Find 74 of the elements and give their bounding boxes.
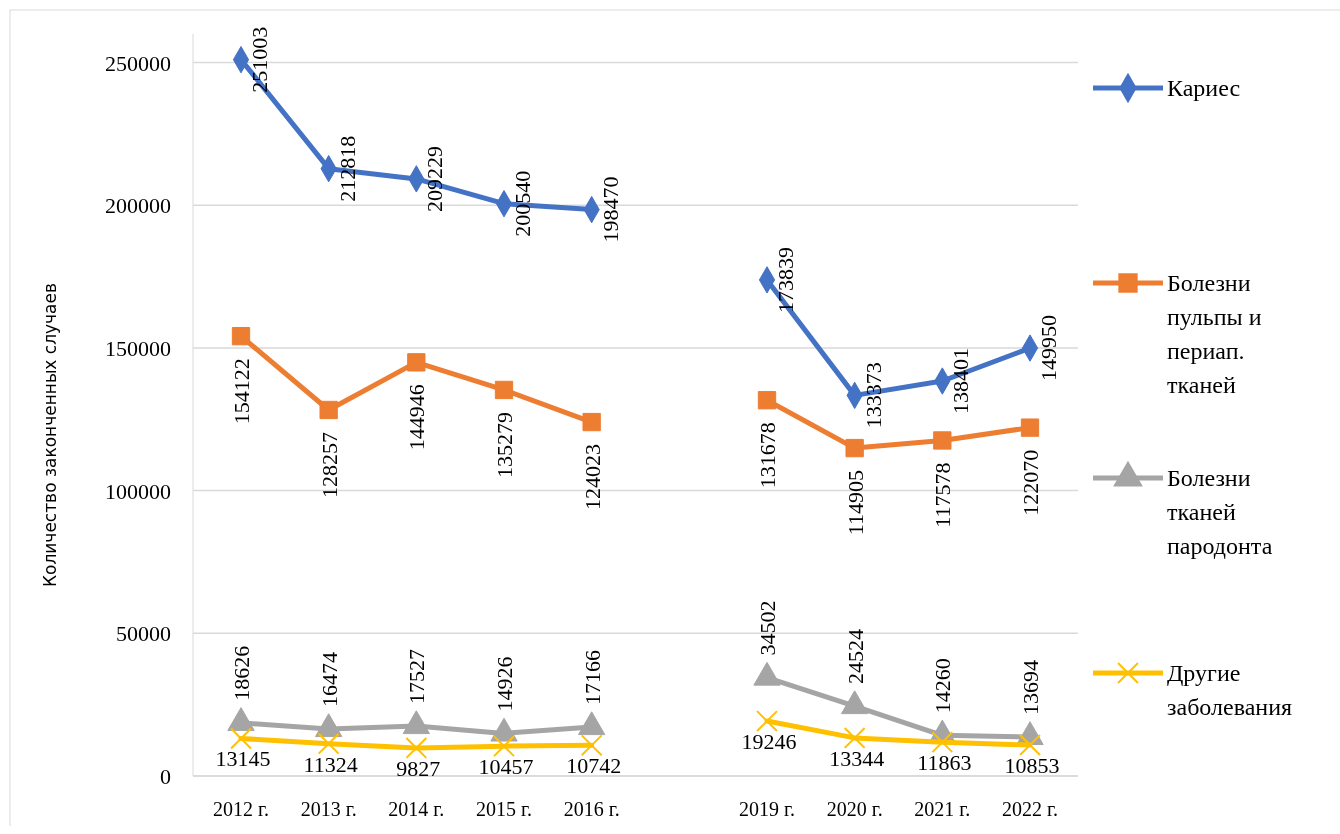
point bbox=[405, 737, 428, 759]
data-label: 11863 bbox=[917, 750, 972, 776]
data-label: 14260 bbox=[930, 658, 956, 714]
data-label: 200540 bbox=[510, 170, 535, 237]
point bbox=[933, 431, 952, 450]
x-tick-label: 2013 г. bbox=[300, 798, 357, 820]
data-label: 18626 bbox=[229, 645, 254, 701]
data-label: 24524 bbox=[842, 629, 868, 685]
data-label: 209229 bbox=[422, 145, 448, 212]
point bbox=[1020, 418, 1040, 437]
legend-label: Другие заболевания bbox=[1167, 660, 1293, 720]
point bbox=[1019, 734, 1041, 756]
x-tick-label: 2020 г. bbox=[826, 798, 883, 820]
data-label: 133373 bbox=[860, 362, 886, 429]
x-tick-label: 2014 г. bbox=[388, 798, 445, 820]
y-tick-label: 250000 bbox=[105, 50, 171, 76]
data-label: 124023 bbox=[579, 444, 605, 511]
y-axis-title: Количество законченных случаев bbox=[40, 282, 60, 588]
data-label: 131678 bbox=[755, 422, 780, 489]
x-tick-label: 2021 г. bbox=[914, 798, 971, 820]
data-label: 117578 bbox=[930, 462, 956, 528]
data-label: 173839 bbox=[773, 246, 798, 313]
data-label: 11324 bbox=[303, 751, 358, 777]
y-tick-label: 200000 bbox=[105, 193, 171, 219]
point bbox=[493, 735, 515, 758]
point bbox=[230, 727, 252, 750]
point bbox=[843, 726, 866, 749]
point bbox=[845, 438, 864, 458]
data-label: 10457 bbox=[478, 754, 534, 780]
data-label: 149950 bbox=[1036, 315, 1061, 382]
point bbox=[757, 391, 777, 410]
point bbox=[931, 731, 954, 754]
point bbox=[580, 734, 603, 757]
data-label: 10853 bbox=[1004, 753, 1060, 779]
data-label: 17527 bbox=[404, 648, 430, 704]
y-tick-label: 100000 bbox=[105, 478, 171, 504]
point bbox=[582, 412, 601, 432]
data-label: 16474 bbox=[316, 651, 342, 707]
data-label: 212818 bbox=[334, 135, 360, 202]
x-tick-label: 2015 г. bbox=[476, 798, 532, 820]
data-label: 251003 bbox=[247, 26, 272, 93]
x-tick-label: 2012 г. bbox=[213, 798, 269, 820]
y-tick-label: 150000 bbox=[105, 335, 171, 361]
data-label: 13694 bbox=[1018, 659, 1043, 715]
data-label: 114905 bbox=[842, 470, 868, 536]
data-label: 9827 bbox=[396, 755, 441, 781]
data-label: 13145 bbox=[215, 746, 271, 772]
data-label: 34502 bbox=[755, 600, 780, 656]
point bbox=[317, 732, 340, 755]
legend-label: Болезни пульпы и периап. тканей bbox=[1167, 270, 1262, 398]
point bbox=[407, 353, 426, 372]
y-tick-label: 50000 bbox=[116, 621, 171, 647]
data-label: 19246 bbox=[741, 729, 797, 755]
x-tick-label: 2022 г. bbox=[1002, 798, 1058, 820]
data-label: 122070 bbox=[1018, 449, 1043, 516]
data-label: 144946 bbox=[404, 384, 430, 451]
data-label: 198470 bbox=[597, 176, 623, 243]
data-label: 135279 bbox=[492, 411, 517, 478]
data-label: 128257 bbox=[316, 431, 342, 498]
data-label: 154122 bbox=[229, 358, 254, 425]
y-tick-label: 0 bbox=[160, 764, 171, 789]
point bbox=[494, 380, 514, 400]
data-label: 138401 bbox=[948, 348, 974, 415]
data-label: 13344 bbox=[829, 745, 885, 771]
point bbox=[231, 327, 251, 346]
legend-label: Кариес bbox=[1167, 75, 1241, 101]
point bbox=[319, 400, 338, 420]
legend-label: Болезни тканей пародонта bbox=[1167, 465, 1273, 559]
point bbox=[756, 710, 778, 733]
data-label: 10742 bbox=[566, 753, 622, 779]
data-label: 14926 bbox=[492, 656, 517, 712]
x-tick-label: 2016 г. bbox=[563, 798, 620, 820]
data-label: 17166 bbox=[579, 650, 605, 706]
x-tick-label: 2019 г. bbox=[739, 798, 795, 820]
